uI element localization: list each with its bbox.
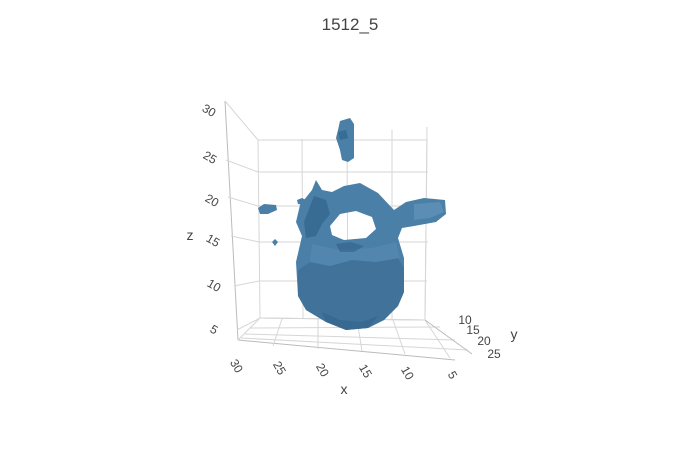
- y-axis-label: y: [511, 326, 518, 342]
- x-tick-label: 15: [356, 362, 375, 381]
- y-tick-label: 20: [477, 334, 491, 348]
- x-axis-ticks: 30 25 20 15 10 5: [227, 357, 460, 383]
- z-axis-label: z: [187, 227, 194, 243]
- z-axis-ticks: 5 10 15 20 25 30: [200, 101, 224, 337]
- z-tick-label: 25: [201, 148, 220, 167]
- z-tick-label: 15: [204, 231, 223, 250]
- isosurface-left-dot[interactable]: [272, 239, 278, 246]
- x-axis-label: x: [341, 381, 348, 397]
- z-tick-label: 20: [203, 191, 222, 210]
- isosurface[interactable]: [258, 118, 446, 330]
- left-wall-grid: [225, 101, 260, 340]
- x-tick-label: 20: [313, 361, 332, 380]
- isosurface-top-column[interactable]: [336, 118, 354, 162]
- x-tick-label: 10: [398, 364, 417, 383]
- y-tick-label: 25: [487, 347, 501, 361]
- z-tick-label: 10: [205, 276, 224, 295]
- x-tick-label: 30: [227, 357, 246, 376]
- x-tick-label: 5: [445, 369, 461, 382]
- z-tick-label: 30: [200, 101, 219, 120]
- chart-title: 1512_5: [322, 15, 379, 34]
- z-tick-label: 5: [208, 322, 221, 338]
- x-tick-label: 25: [270, 359, 289, 378]
